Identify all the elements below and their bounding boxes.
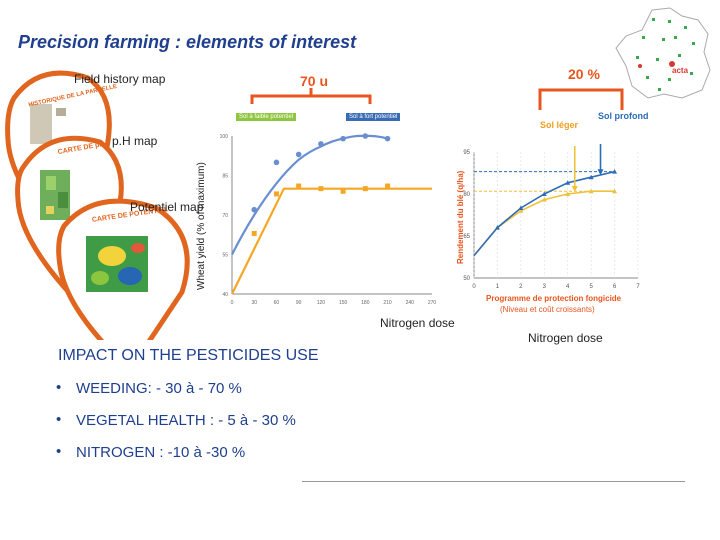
right-y-tick: 50 (463, 276, 470, 282)
fungicide-yield-chart: 0 1 2 3 4 5 6 7 50 65 80 95 (463, 144, 640, 290)
right-chart-xlabel-1: Programme de protection fongicide (486, 294, 622, 303)
right-point-1 (518, 205, 524, 210)
potential-pin: CARTE DE POTENTIEL (56, 198, 190, 340)
callout-right: 20 % (568, 66, 600, 82)
potential-map-label: Potentiel map (130, 200, 204, 214)
left-x-tick: 270 (428, 300, 437, 306)
right-x-tick: 5 (589, 284, 593, 290)
slide-title: Precision farming : elements of interest (18, 32, 357, 52)
bullet-vegetal-health: VEGETAL HEALTH : - 5 à - 30 % (56, 411, 296, 429)
nitrogen-yield-chart: 0 30 60 90 120 150 180 210 240 270 40 55 70 85 100 (220, 133, 437, 306)
impact-heading: IMPACT ON THE PESTICIDES USE (58, 347, 319, 364)
right-arrowhead-light (571, 186, 578, 192)
left-chart-xlabel: Nitrogen dose (380, 316, 455, 330)
right-x-tick: 1 (496, 284, 500, 290)
left-y-tick: 100 (220, 134, 229, 140)
right-arrowhead-deep (597, 169, 604, 176)
right-point-1 (541, 191, 547, 196)
divider (302, 481, 685, 482)
left-y-tick: 40 (222, 292, 228, 298)
left-y-tick: 55 (222, 253, 228, 259)
right-y-tick: 95 (463, 150, 470, 156)
tag-low-potential: Sol à faible potentiel (236, 113, 297, 121)
left-chart-ylabel: Wheat yield (% of maximum) (196, 162, 207, 290)
bullet-nitrogen: NITROGEN : -10 à -30 % (56, 443, 296, 461)
left-point-low (273, 191, 279, 197)
left-point-low (296, 183, 302, 189)
left-point-high (251, 206, 258, 213)
left-x-tick: 180 (361, 300, 370, 306)
right-chart-ylabel: Rendement du blé (q/ha) (456, 170, 465, 264)
right-y-tick: 65 (463, 234, 470, 240)
right-caption: Nitrogen dose (528, 331, 603, 345)
callout-left: 70 u (300, 73, 329, 89)
left-point-high (340, 135, 346, 142)
field-history-label: Field history map (74, 72, 166, 86)
left-point-low (318, 186, 324, 192)
right-x-tick: 6 (613, 284, 617, 290)
left-point-low (362, 186, 368, 192)
right-x-tick: 3 (543, 284, 547, 290)
left-point-high (384, 135, 391, 142)
left-x-tick: 240 (406, 300, 415, 306)
left-series-line-1 (231, 134, 388, 256)
bullet-weeding: WEEDING: - 30 à - 70 % (56, 379, 296, 397)
right-x-tick: 7 (636, 284, 640, 290)
map-pins: HISTORIQUE DE LA PARCELLE CARTE DE pH CA… (5, 70, 190, 340)
left-x-tick: 90 (296, 300, 302, 306)
left-series-line-0 (231, 187, 432, 295)
tag-light-soil: Sol léger (540, 120, 579, 130)
left-point-low (340, 188, 346, 194)
left-point-high (295, 151, 302, 158)
left-y-tick: 70 (222, 213, 228, 219)
right-x-tick: 0 (472, 284, 476, 290)
left-point-low (251, 230, 257, 236)
impact-list: WEEDING: - 30 à - 70 % VEGETAL HEALTH : … (56, 379, 296, 476)
right-point-1 (565, 180, 571, 185)
tag-high-potential: Sol à fort potentiel (346, 113, 401, 121)
left-point-high (318, 141, 324, 147)
right-point-0 (541, 197, 547, 202)
right-point-0 (518, 208, 524, 213)
left-x-tick: 60 (274, 300, 280, 306)
left-y-tick: 85 (222, 174, 228, 180)
tag-deep-soil: Sol profond (598, 111, 649, 121)
left-x-tick: 150 (339, 300, 348, 306)
right-point-1 (588, 174, 594, 180)
left-point-high (362, 133, 369, 139)
france-map: acta (612, 6, 716, 102)
left-point-low (385, 183, 391, 189)
right-chart-xlabel-2: (Niveau et coût croissants) (500, 305, 595, 314)
acta-logo: acta (672, 66, 689, 75)
ph-map-label: p.H map (112, 134, 158, 148)
left-point-high (273, 159, 280, 166)
left-x-tick: 30 (251, 300, 257, 306)
right-point-1 (494, 225, 500, 230)
left-x-tick: 120 (317, 300, 326, 306)
left-x-tick: 210 (383, 300, 392, 306)
right-y-tick: 80 (463, 192, 470, 198)
right-point-0 (565, 191, 571, 196)
right-x-tick: 2 (519, 284, 523, 290)
left-x-tick: 0 (231, 300, 234, 306)
right-x-tick: 4 (566, 284, 570, 290)
